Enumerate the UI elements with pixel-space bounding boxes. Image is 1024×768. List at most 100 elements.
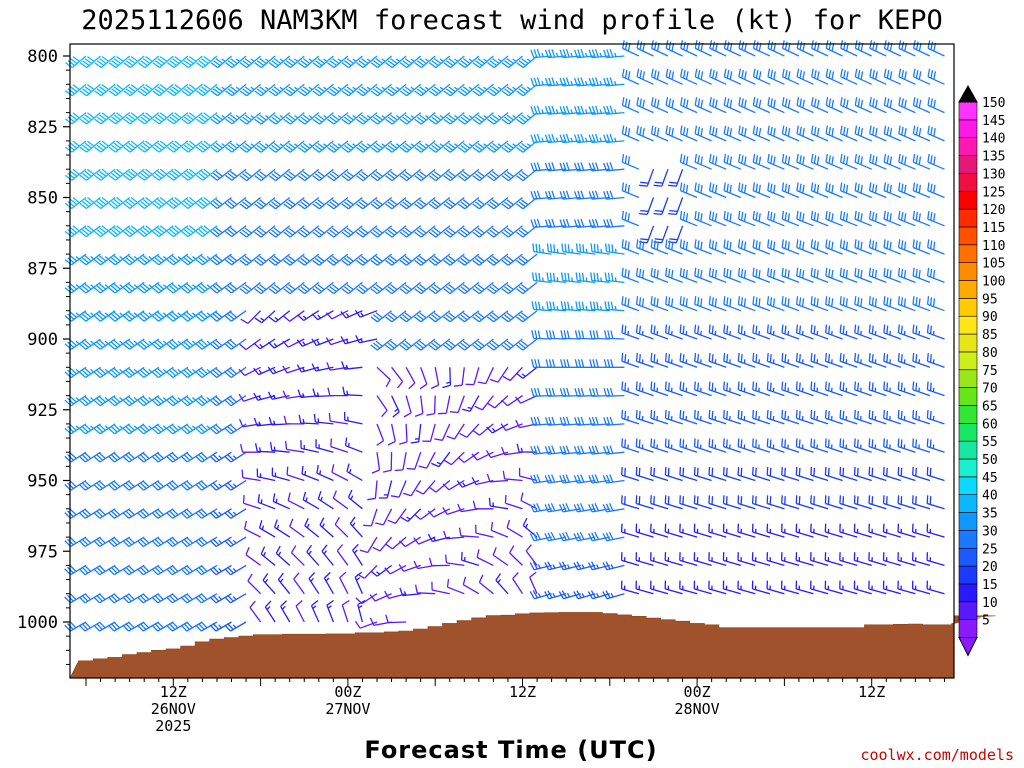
wind-barb <box>502 470 523 482</box>
wind-barb <box>224 253 247 266</box>
wind-barb <box>457 196 480 210</box>
colorbar-swatch <box>958 547 978 567</box>
wind-barb <box>912 68 931 85</box>
wind-barb <box>209 564 232 576</box>
colorbar-label: 75 <box>982 364 998 379</box>
wind-barb <box>302 491 320 510</box>
wind-barb <box>65 83 87 97</box>
wind-barb <box>708 210 727 227</box>
wind-barb <box>650 353 669 368</box>
wind-barb <box>621 466 640 482</box>
wind-barb <box>840 68 858 85</box>
wind-barb <box>926 495 945 510</box>
wind-barb <box>501 83 523 97</box>
wind-barb <box>122 253 145 266</box>
colorbar-label: 90 <box>982 310 998 325</box>
wind-barb <box>516 168 538 182</box>
colorbar-swatch <box>958 173 978 192</box>
colorbar-swatch <box>958 101 978 121</box>
wind-barb <box>316 464 334 482</box>
wind-barb <box>693 580 712 595</box>
wind-barb <box>605 243 625 255</box>
wind-barb <box>108 140 131 153</box>
wind-barb <box>883 267 902 284</box>
colorbar-top-arrow <box>958 84 978 103</box>
wind-barb <box>64 508 87 519</box>
wind-barb <box>210 196 232 210</box>
wind-barb <box>195 281 218 294</box>
wind-barb <box>181 253 203 266</box>
wind-barb <box>694 182 712 199</box>
colorbar-swatch <box>958 298 978 317</box>
wind-barb <box>78 536 101 548</box>
wind-barb <box>78 451 101 463</box>
wind-barb <box>588 162 610 172</box>
wind-barb <box>515 338 538 351</box>
wind-barb <box>588 105 610 115</box>
wind-barb <box>738 125 756 142</box>
wind-barb <box>897 495 916 510</box>
wind-barb <box>926 438 945 453</box>
wind-barb <box>385 614 407 624</box>
wind-barb <box>530 359 552 368</box>
wind-barb <box>530 105 552 115</box>
wind-barb <box>650 438 669 453</box>
wind-barb <box>346 463 363 482</box>
wind-barb <box>137 564 160 576</box>
wind-barb <box>472 112 494 125</box>
wind-barb <box>650 267 669 284</box>
wind-barb <box>224 310 247 322</box>
wind-barb <box>588 503 610 513</box>
wind-barb <box>108 225 131 238</box>
wind-barb <box>927 40 945 57</box>
wind-barb <box>137 225 160 238</box>
wind-barb <box>166 168 189 181</box>
wind-barb <box>708 182 727 199</box>
wind-barb <box>590 272 610 284</box>
wind-barb <box>635 438 654 453</box>
wind-barb <box>311 338 334 347</box>
wind-barb <box>639 225 655 244</box>
wind-barb <box>370 281 393 295</box>
wind-barb <box>487 140 509 153</box>
wind-barb <box>312 112 334 125</box>
wind-barb <box>767 68 785 85</box>
wind-barb <box>897 239 916 255</box>
wind-barb <box>137 112 160 125</box>
wind-barb <box>225 83 247 97</box>
wind-barb <box>474 395 494 411</box>
wind-barb <box>752 153 771 170</box>
wind-barb <box>78 564 101 576</box>
wind-barb <box>824 580 843 595</box>
wind-barb <box>603 190 625 200</box>
wind-barb <box>428 225 451 238</box>
wind-barb <box>767 40 785 57</box>
wind-barb <box>93 366 116 379</box>
wind-barb <box>927 182 945 199</box>
wind-barb <box>781 495 800 510</box>
wind-barb <box>443 530 465 540</box>
wind-barb <box>79 253 101 266</box>
wind-barb <box>243 520 261 538</box>
wind-barb <box>399 310 422 323</box>
wind-barb <box>239 225 262 238</box>
wind-barb <box>122 310 145 322</box>
wind-barb <box>123 55 145 69</box>
wind-barb <box>137 196 160 210</box>
wind-barb <box>300 440 319 453</box>
colorbar-label: 125 <box>982 185 1005 200</box>
wind-barb <box>239 196 262 210</box>
wind-barb <box>122 564 145 576</box>
wind-barb <box>195 253 218 266</box>
wind-barb <box>824 381 843 397</box>
colorbar-label: 25 <box>982 542 998 557</box>
wind-barb <box>796 97 814 114</box>
x-tick-label: 12Z <box>858 683 885 701</box>
wind-barb <box>297 55 320 69</box>
wind-barb <box>355 593 378 605</box>
wind-barb <box>438 395 451 415</box>
wind-barb <box>326 168 349 182</box>
wind-barb <box>868 324 887 340</box>
wind-barb <box>428 196 451 210</box>
wind-barb <box>151 395 174 407</box>
